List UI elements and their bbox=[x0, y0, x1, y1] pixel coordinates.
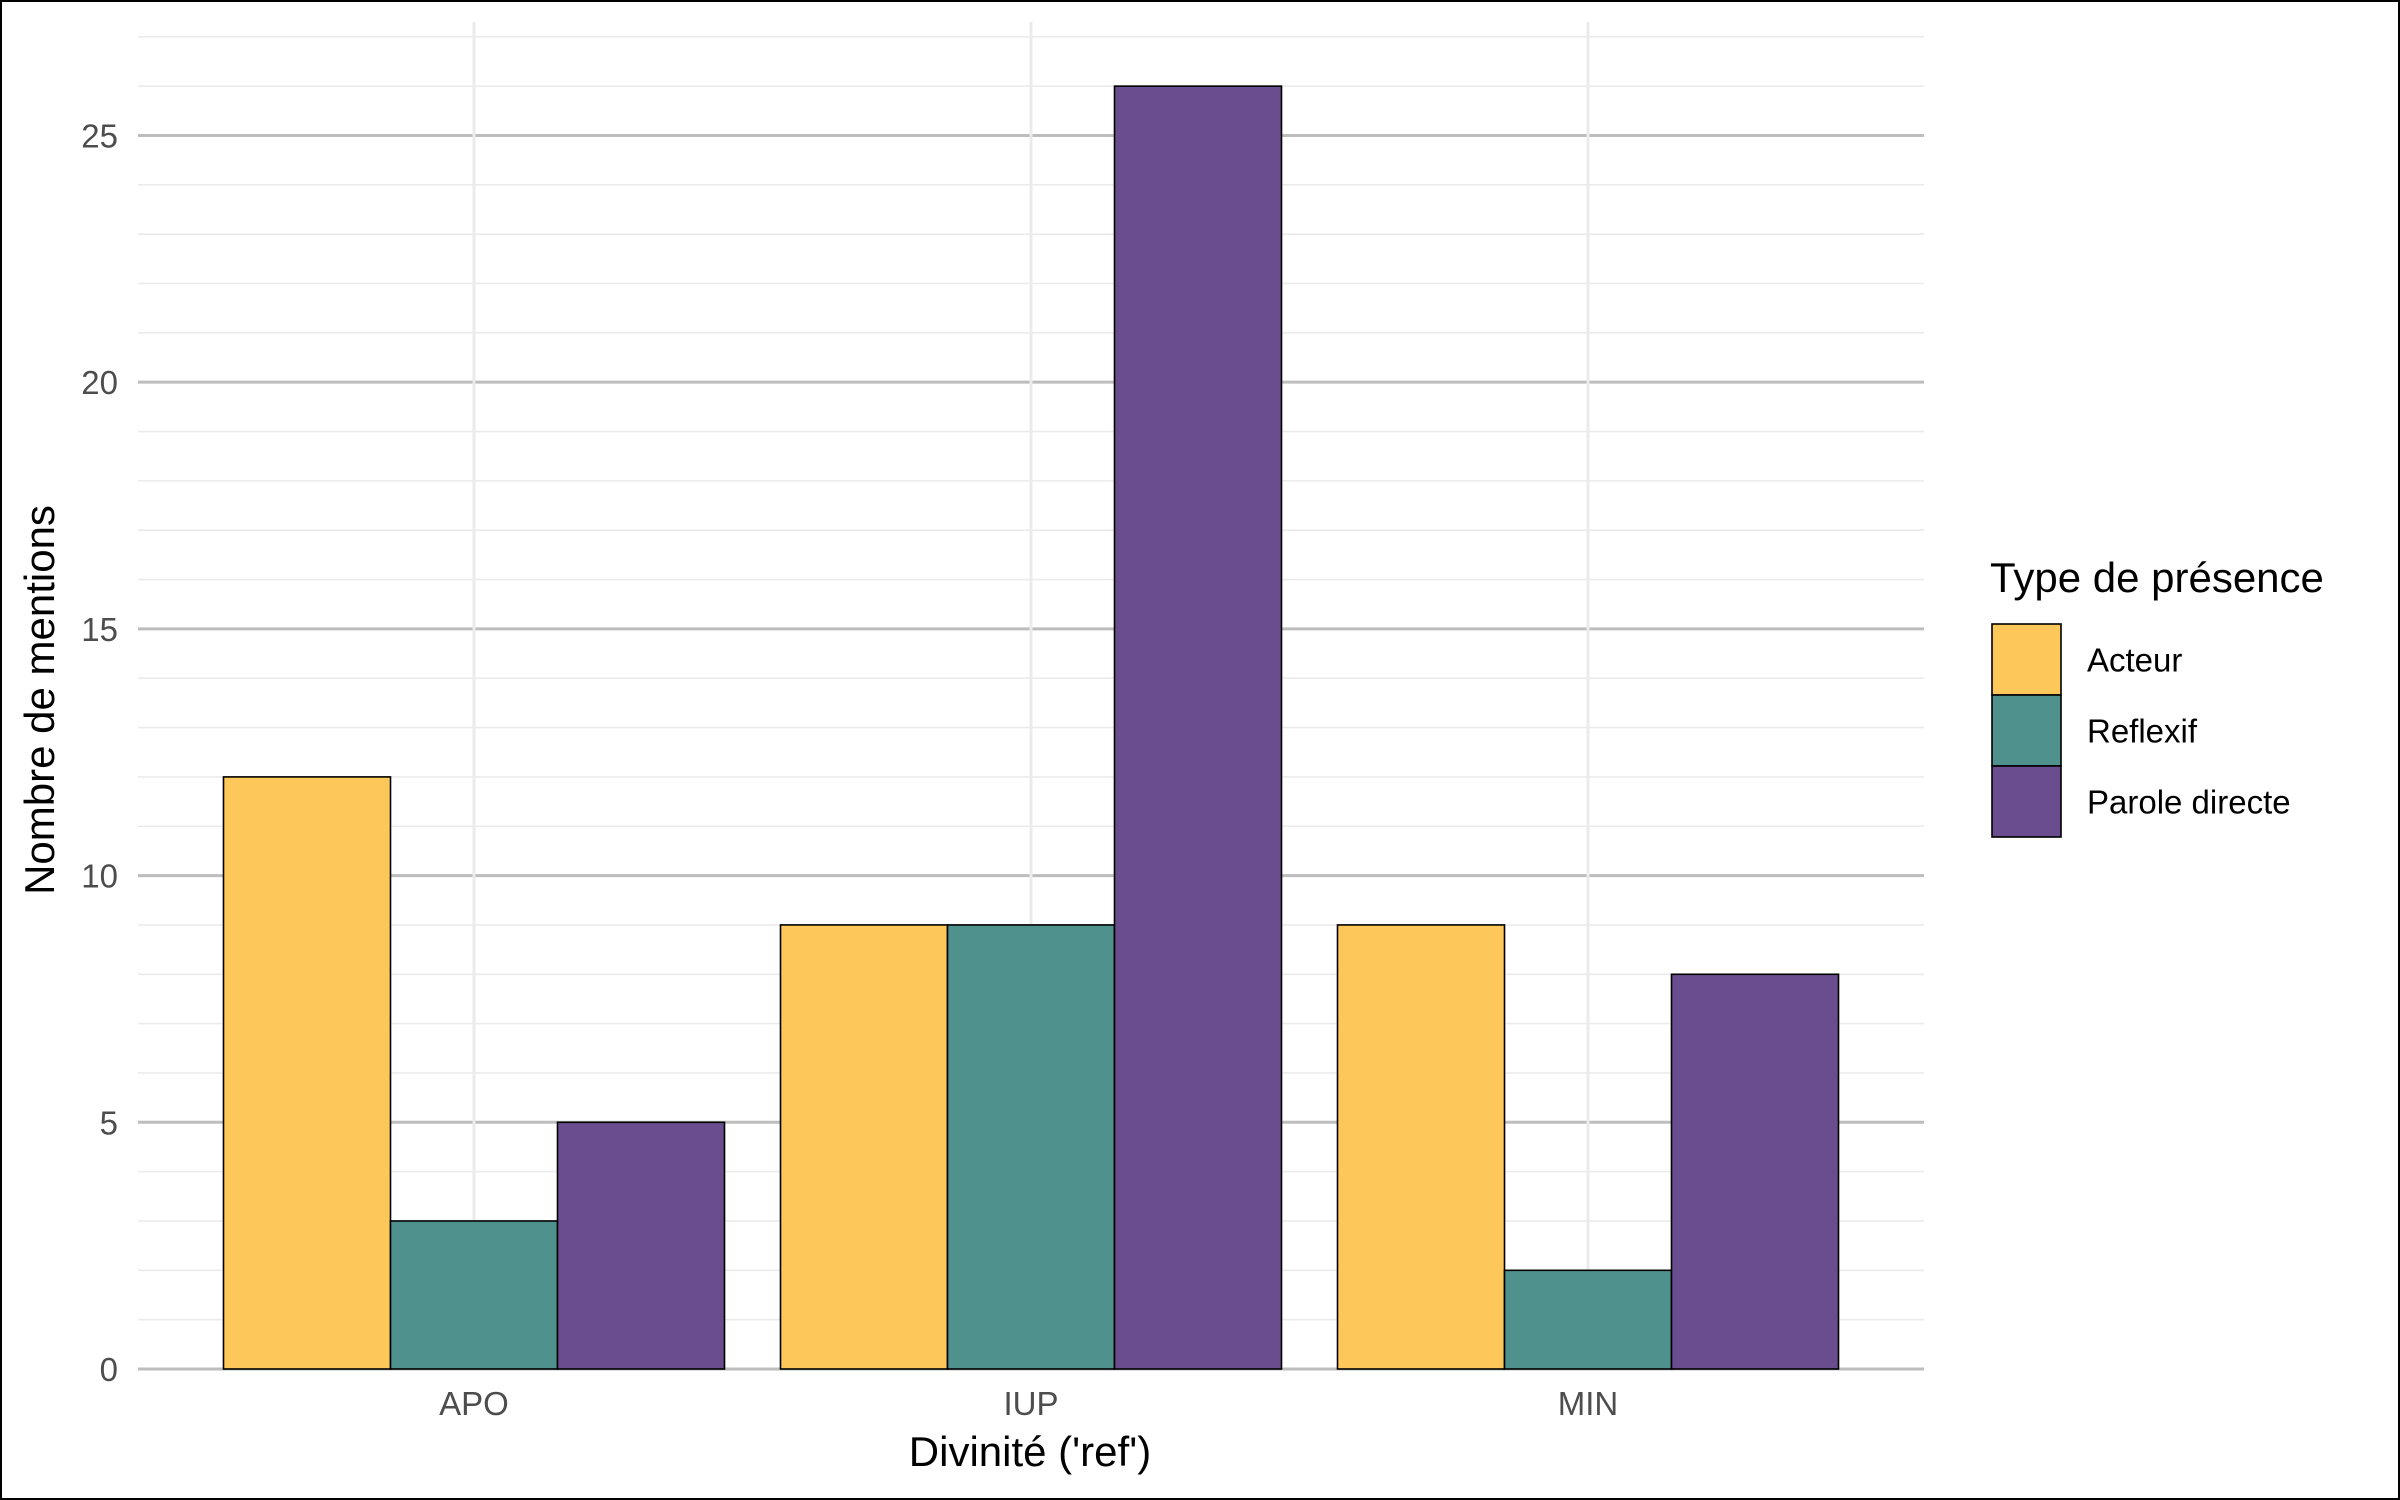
y-tick-label: 5 bbox=[100, 1104, 118, 1141]
bar-layer bbox=[222, 85, 1840, 1370]
legend-title: Type de présence bbox=[1990, 554, 2324, 601]
legend-label: Reflexif bbox=[2087, 713, 2198, 750]
legend-key-acteur bbox=[1991, 623, 2062, 696]
bar-iup-parole-directe bbox=[1113, 85, 1283, 1370]
legend-label: Parole directe bbox=[2087, 784, 2291, 821]
y-tick-label: 10 bbox=[81, 858, 118, 895]
bar-min-reflexif bbox=[1503, 1269, 1673, 1370]
x-tick-label: APO bbox=[439, 1385, 509, 1422]
bar-apo-parole-directe bbox=[556, 1121, 726, 1370]
bar-apo-reflexif bbox=[389, 1220, 559, 1370]
y-tick-label: 25 bbox=[81, 117, 118, 154]
legend-items: Acteur Reflexif Parole directe bbox=[1991, 623, 2291, 838]
bar-min-parole-directe bbox=[1670, 973, 1840, 1370]
x-axis-title: Divinité ('ref') bbox=[909, 1428, 1151, 1475]
legend-key-parole-directe bbox=[1991, 765, 2062, 838]
x-tick-label: IUP bbox=[1003, 1385, 1058, 1422]
y-axis-title: Nombre de mentions bbox=[16, 505, 63, 895]
x-axis-ticks: APO IUP MIN bbox=[439, 1385, 1618, 1422]
y-axis-ticks: 0 5 10 15 20 25 bbox=[81, 117, 118, 1388]
grid-layer bbox=[138, 22, 1924, 1371]
bar-apo-acteur bbox=[222, 776, 392, 1370]
legend: Type de présence Acteur Reflexif Parole di… bbox=[1990, 554, 2324, 838]
x-tick-label: MIN bbox=[1558, 1385, 1619, 1422]
bar-min-acteur bbox=[1336, 924, 1506, 1370]
bar-iup-reflexif bbox=[946, 924, 1116, 1370]
legend-key-reflexif bbox=[1991, 694, 2062, 767]
y-tick-label: 20 bbox=[81, 364, 118, 401]
y-tick-label: 15 bbox=[81, 611, 118, 648]
bar-iup-acteur bbox=[779, 924, 949, 1370]
y-tick-label: 0 bbox=[100, 1351, 118, 1388]
legend-label: Acteur bbox=[2087, 642, 2182, 679]
